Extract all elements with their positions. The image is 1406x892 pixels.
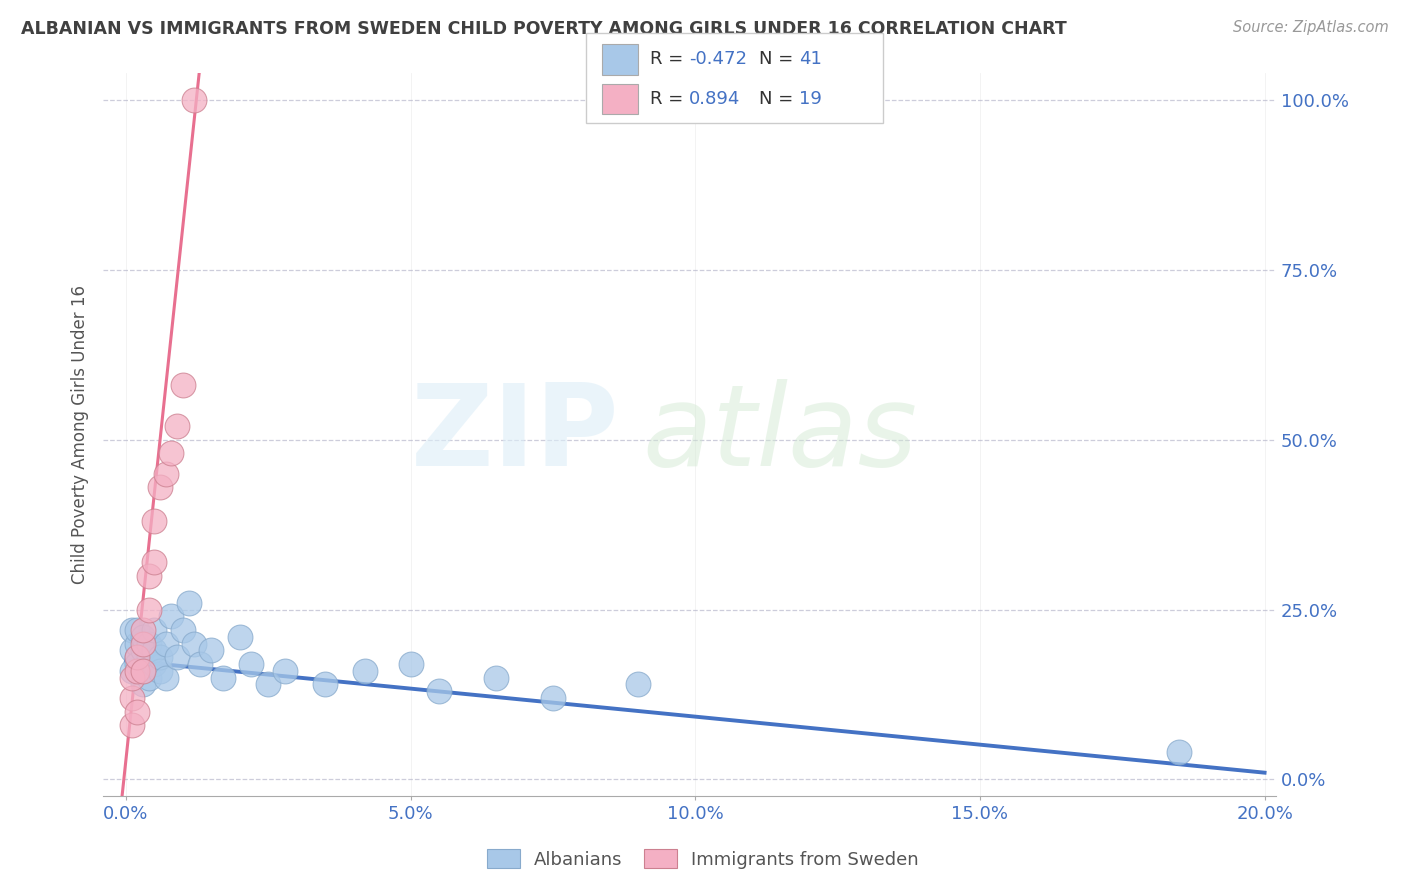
Point bbox=[132, 637, 155, 651]
Point bbox=[427, 684, 450, 698]
Text: atlas: atlas bbox=[643, 379, 918, 491]
Point bbox=[257, 677, 280, 691]
Text: -0.472: -0.472 bbox=[689, 51, 747, 69]
Point bbox=[138, 650, 160, 665]
Point bbox=[183, 637, 205, 651]
Text: N =: N = bbox=[759, 51, 793, 69]
Point bbox=[155, 671, 177, 685]
Point bbox=[485, 671, 508, 685]
Point bbox=[138, 671, 160, 685]
Point bbox=[188, 657, 211, 671]
Point bbox=[138, 602, 160, 616]
Point bbox=[143, 657, 166, 671]
Point bbox=[172, 623, 194, 637]
Point bbox=[127, 657, 149, 671]
Point bbox=[143, 623, 166, 637]
Point bbox=[127, 637, 149, 651]
Point bbox=[399, 657, 422, 671]
Point bbox=[132, 664, 155, 678]
Point bbox=[200, 643, 222, 657]
Point bbox=[160, 609, 183, 624]
Text: Source: ZipAtlas.com: Source: ZipAtlas.com bbox=[1233, 20, 1389, 35]
Point bbox=[132, 643, 155, 657]
Text: N =: N = bbox=[759, 90, 793, 108]
Point bbox=[274, 664, 297, 678]
Point bbox=[132, 630, 155, 644]
Point bbox=[183, 93, 205, 107]
Point bbox=[138, 568, 160, 582]
Text: 19: 19 bbox=[799, 90, 821, 108]
Legend: Albanians, Immigrants from Sweden: Albanians, Immigrants from Sweden bbox=[479, 842, 927, 876]
Point bbox=[229, 630, 252, 644]
Point bbox=[143, 514, 166, 528]
Point bbox=[127, 664, 149, 678]
Point bbox=[132, 664, 155, 678]
Point bbox=[160, 446, 183, 460]
Point bbox=[627, 677, 650, 691]
Text: ALBANIAN VS IMMIGRANTS FROM SWEDEN CHILD POVERTY AMONG GIRLS UNDER 16 CORRELATIO: ALBANIAN VS IMMIGRANTS FROM SWEDEN CHILD… bbox=[21, 20, 1067, 37]
Point bbox=[143, 555, 166, 569]
Point bbox=[121, 671, 143, 685]
Point bbox=[149, 650, 172, 665]
Point bbox=[127, 705, 149, 719]
Point bbox=[314, 677, 336, 691]
Point bbox=[127, 650, 149, 665]
Text: 41: 41 bbox=[799, 51, 821, 69]
Point bbox=[541, 690, 564, 705]
Point bbox=[155, 467, 177, 481]
Y-axis label: Child Poverty Among Girls Under 16: Child Poverty Among Girls Under 16 bbox=[72, 285, 89, 584]
Point bbox=[155, 637, 177, 651]
Point bbox=[177, 596, 200, 610]
Point bbox=[149, 664, 172, 678]
Point bbox=[121, 690, 143, 705]
Text: 0.894: 0.894 bbox=[689, 90, 741, 108]
Point bbox=[354, 664, 377, 678]
Text: R =: R = bbox=[650, 51, 683, 69]
Point bbox=[121, 664, 143, 678]
Point bbox=[121, 643, 143, 657]
Point bbox=[121, 718, 143, 732]
Point bbox=[127, 623, 149, 637]
Point bbox=[172, 378, 194, 392]
Point bbox=[132, 677, 155, 691]
Text: R =: R = bbox=[650, 90, 683, 108]
Point bbox=[121, 623, 143, 637]
Point bbox=[138, 637, 160, 651]
Point bbox=[132, 623, 155, 637]
Point bbox=[166, 650, 188, 665]
Point bbox=[1168, 745, 1191, 759]
Point bbox=[211, 671, 233, 685]
Point bbox=[143, 643, 166, 657]
Point bbox=[127, 650, 149, 665]
Point bbox=[166, 419, 188, 434]
Point bbox=[149, 480, 172, 494]
Text: ZIP: ZIP bbox=[411, 379, 619, 491]
Point bbox=[240, 657, 263, 671]
